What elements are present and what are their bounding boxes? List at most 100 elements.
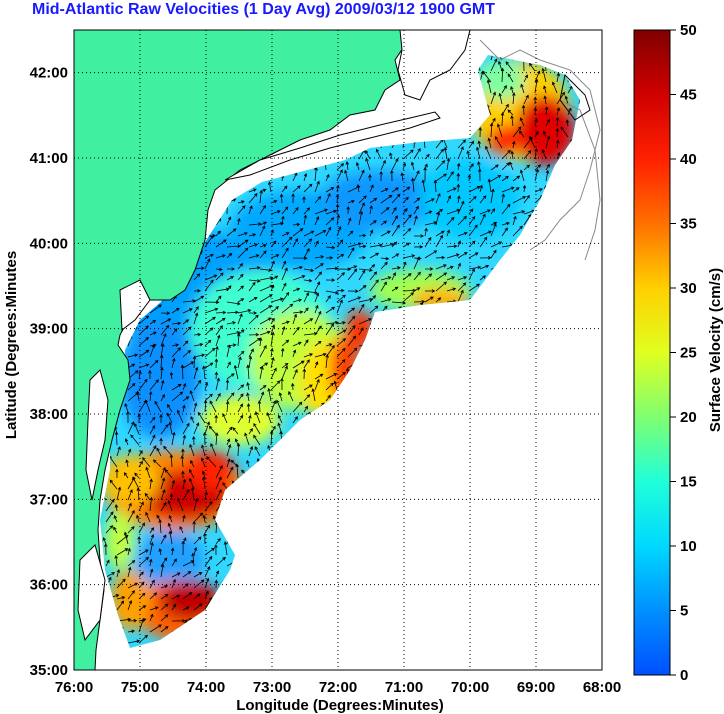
- velocity-arrow: [214, 579, 219, 589]
- velocity-arrow: [457, 289, 464, 303]
- velocity-arrow: [124, 402, 129, 413]
- velocity-arrow: [479, 230, 492, 237]
- velocity-arrow: [520, 83, 525, 94]
- velocity-arrow: [292, 416, 298, 424]
- velocity-arrow: [160, 354, 164, 369]
- velocity-arrow: [167, 522, 173, 534]
- velocity-arrow: [280, 347, 285, 358]
- velocity-arrow: [127, 629, 136, 634]
- velocity-arrow: [424, 296, 434, 303]
- velocity-arrow: [400, 172, 404, 182]
- velocity-arrow: [248, 233, 257, 237]
- velocity-arrow: [303, 248, 310, 259]
- velocity-arrow: [164, 469, 173, 479]
- velocity-arrow: [435, 234, 443, 248]
- velocity-arrow: [167, 403, 173, 413]
- velocity-arrow: [226, 285, 232, 292]
- pamlico-sound: [77, 544, 106, 642]
- velocity-arrow: [204, 362, 214, 369]
- velocity-arrow: [259, 330, 271, 336]
- velocity-arrow: [346, 205, 350, 215]
- velocity-arrow: [325, 323, 334, 336]
- velocity-arrow: [380, 298, 392, 303]
- velocity-arrow: [193, 497, 199, 512]
- colorbar-tick-label: 15: [680, 474, 697, 491]
- velocity-arrow: [424, 273, 433, 281]
- velocity-arrow: [347, 307, 356, 314]
- velocity-arrow: [314, 340, 322, 347]
- velocity-arrow: [116, 600, 125, 611]
- velocity-arrow: [237, 205, 246, 215]
- velocity-arrow: [259, 385, 267, 391]
- velocity-arrow: [226, 276, 234, 281]
- velocity-arrow: [204, 258, 211, 270]
- velocity-arrow: [193, 546, 198, 556]
- velocity-arrow: [160, 311, 171, 315]
- velocity-arrow: [456, 162, 461, 171]
- velocity-arrow: [226, 330, 241, 336]
- velocity-arrow: [127, 547, 131, 556]
- velocity-arrow: [215, 556, 226, 567]
- velocity-arrow: [270, 275, 279, 281]
- velocity-arrow: [169, 493, 174, 501]
- velocity-arrow: [490, 164, 499, 171]
- velocity-arrow: [468, 265, 482, 270]
- velocity-arrow: [333, 380, 338, 391]
- velocity-arrow: [138, 571, 144, 578]
- velocity-arrow: [336, 294, 346, 303]
- colorbar-tick-label: 25: [680, 345, 697, 362]
- velocity-arrow: [336, 338, 347, 347]
- velocity-arrow: [193, 306, 199, 314]
- velocity-arrow: [479, 209, 491, 215]
- velocity-arrow: [466, 150, 470, 160]
- velocity-arrow: [171, 603, 177, 611]
- velocity-arrow: [160, 603, 169, 611]
- velocity-arrow: [270, 331, 275, 347]
- velocity-arrow: [142, 457, 151, 468]
- velocity-arrow: [204, 547, 215, 556]
- velocity-arrow: [248, 188, 257, 193]
- velocity-arrow: [336, 254, 345, 259]
- velocity-arrow: [446, 229, 450, 237]
- velocity-arrow: [314, 292, 320, 303]
- velocity-arrow: [479, 213, 486, 226]
- velocity-arrow: [365, 157, 371, 171]
- velocity-arrow: [303, 339, 309, 347]
- velocity-arrow: [180, 364, 185, 380]
- velocity-arrow: [226, 228, 237, 237]
- velocity-arrow: [556, 139, 560, 149]
- velocity-arrow: [345, 161, 350, 171]
- velocity-arrow: [154, 400, 162, 413]
- velocity-arrow: [182, 488, 190, 501]
- velocity-arrow: [534, 188, 543, 193]
- velocity-arrow: [149, 624, 162, 633]
- velocity-arrow: [358, 255, 367, 260]
- lat-tick-label: 37:00: [30, 491, 68, 508]
- velocity-arrow: [160, 324, 170, 336]
- velocity-arrow: [237, 217, 241, 226]
- velocity-arrow: [391, 253, 400, 259]
- velocity-arrow: [182, 592, 193, 600]
- velocity-arrow: [193, 289, 201, 293]
- velocity-arrow: [501, 85, 507, 94]
- velocity-arrow: [292, 287, 301, 292]
- velocity-arrow: [253, 422, 261, 435]
- velocity-arrow: [134, 472, 140, 479]
- colorbar-tick-label: 40: [680, 151, 697, 168]
- velocity-arrow: [126, 410, 130, 424]
- velocity-arrow: [226, 458, 231, 468]
- velocity-arrow: [171, 578, 176, 589]
- velocity-arrow: [152, 459, 162, 468]
- velocity-arrow: [149, 568, 154, 578]
- velocity-arrow: [189, 443, 195, 457]
- velocity-arrow: [125, 459, 129, 468]
- velocity-arrow: [248, 243, 259, 248]
- velocity-arrow: [336, 321, 346, 325]
- velocity-arrow: [292, 341, 302, 347]
- velocity-arrow: [226, 392, 235, 402]
- velocity-arrow: [325, 217, 335, 226]
- velocity-arrow: [127, 566, 132, 578]
- velocity-arrow: [149, 541, 154, 556]
- velocity-arrow: [193, 273, 201, 281]
- velocity-arrow: [446, 187, 457, 193]
